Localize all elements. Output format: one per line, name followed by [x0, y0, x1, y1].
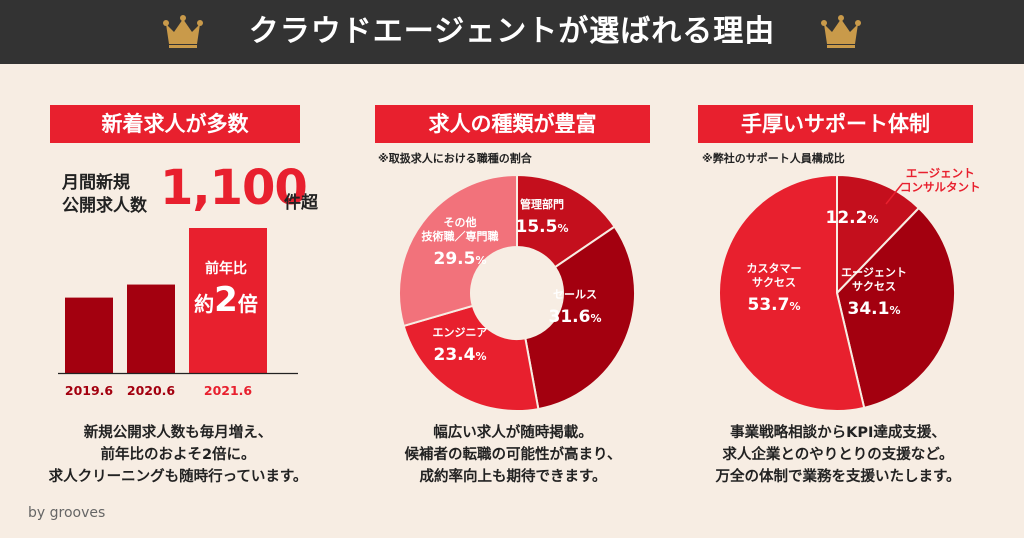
slice-value-label: 53.7% — [748, 295, 801, 315]
bar-category-label: 2021.6 — [204, 383, 253, 398]
pie-slice — [836, 173, 921, 296]
badge-support: 手厚いサポート体制 — [698, 105, 973, 143]
slice-category-label: エンジニア — [433, 326, 488, 339]
desc-line: 万全の体制で業務を支援いたします。 — [715, 469, 961, 485]
desc-line: 前年比のおよそ2倍に。 — [100, 447, 256, 463]
slice-value-label: 34.1% — [848, 299, 901, 319]
pie-slice — [398, 173, 518, 328]
count-suffix: 件超 — [284, 193, 318, 213]
slice-category-label: 管理部門 — [520, 197, 564, 211]
chart-note: ※弊社のサポート人員構成比 — [702, 152, 845, 165]
pie-slice — [835, 206, 956, 410]
crown-icon — [163, 15, 203, 48]
callout-line: エージェント — [905, 166, 975, 180]
slice-category-label: その他 — [444, 215, 477, 229]
desc-line: 幅広い求人が随時掲載。 — [433, 425, 593, 441]
callout-leader-line — [885, 183, 903, 205]
slice-value-label: 12.2% — [826, 208, 879, 228]
slice-value-label: 31.6% — [549, 307, 602, 327]
desc-line: 成約率向上も期待できます。 — [419, 469, 607, 485]
pie-slice — [524, 225, 636, 411]
badge-job-variety: 求人の種類が豊富 — [375, 105, 650, 143]
desc-line: 新規公開求人数も毎月増え、 — [83, 425, 273, 441]
yoy-number: 2 — [214, 280, 238, 320]
bar — [65, 297, 113, 373]
consultant-callout: エージェント コンサルタント — [900, 166, 981, 194]
desc-line: 求人企業とのやりとりの支援など。 — [722, 447, 954, 463]
monthly-label: 月間新規 公開求人数 — [62, 172, 147, 218]
pie-slice — [402, 304, 540, 412]
panel2-description: 幅広い求人が随時掲載。 候補者の転職の可能性が高まり、 成約率向上も期待できます… — [363, 422, 663, 488]
slice-category-label: エージェント — [841, 266, 907, 279]
pie-slice — [516, 173, 616, 269]
bar-category-label: 2019.6 — [65, 383, 114, 398]
panel3-description: 事業戦略相談からKPI達成支援、 求人企業とのやりとりの支援など。 万全の体制で… — [688, 422, 988, 488]
yoy-label: 前年比 — [205, 261, 247, 277]
slice-category-label: 技術職／専門職 — [422, 229, 499, 243]
brand-footer: by grooves — [28, 505, 106, 521]
pie-slice — [718, 173, 866, 412]
bar-category-label: 2020.6 — [127, 383, 176, 398]
slice-value-label: 15.5% — [516, 217, 569, 237]
bar — [127, 284, 175, 373]
slice-value-label: 23.4% — [434, 345, 487, 365]
yoy-prefix: 約 — [194, 292, 215, 316]
monthly-label-line1: 月間新規 — [62, 173, 130, 193]
slice-value-label: 29.5% — [434, 249, 487, 269]
slice-category-label: カスタマー — [747, 262, 802, 275]
desc-line: 事業戦略相談からKPI達成支援、 — [730, 425, 946, 441]
yoy-callout: 前年比 約2倍 — [186, 258, 266, 320]
crown-icon — [821, 15, 861, 48]
page-title: クラウドエージェントが選ばれる理由 — [248, 14, 776, 49]
slice-category-label: サクセス — [752, 276, 796, 289]
badge-new-jobs: 新着求人が多数 — [50, 105, 300, 143]
yoy-suffix: 倍 — [237, 292, 258, 316]
desc-line: 求人クリーニングも随時行っています。 — [48, 469, 308, 485]
chart-note: ※取扱求人における職種の割合 — [378, 152, 532, 165]
bar-chart: 2019.6 2020.6 2021.6 — [58, 228, 298, 398]
desc-line: 候補者の転職の可能性が高まり、 — [404, 447, 622, 463]
callout-line: コンサルタント — [900, 180, 981, 194]
monthly-label-line2: 公開求人数 — [62, 196, 147, 216]
panel1-description: 新規公開求人数も毎月増え、 前年比のおよそ2倍に。 求人クリーニングも随時行って… — [28, 422, 328, 488]
big-number: 1,100 — [160, 160, 308, 216]
slice-category-label: サクセス — [852, 280, 896, 293]
bar — [189, 228, 267, 373]
slice-category-label: セールス — [553, 288, 597, 301]
